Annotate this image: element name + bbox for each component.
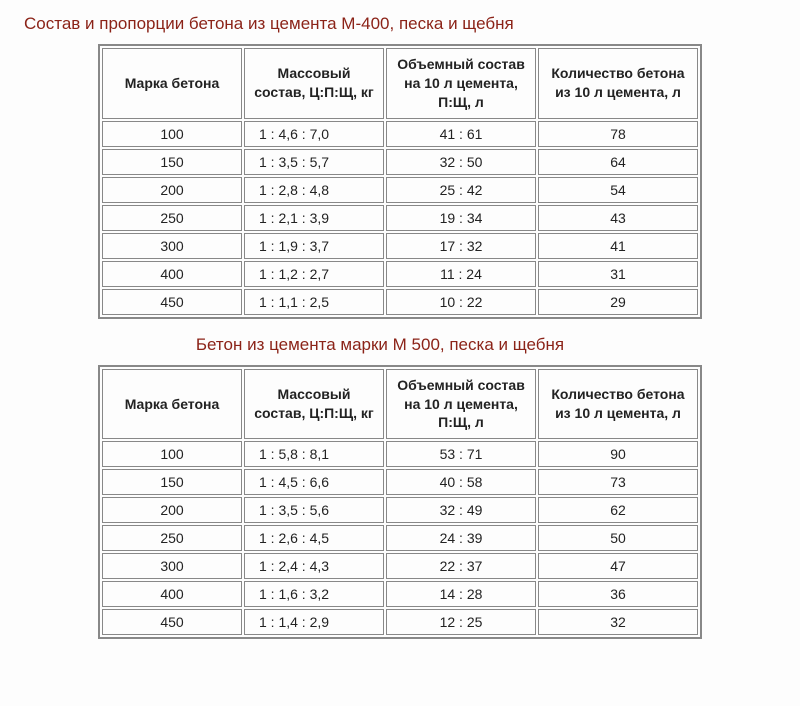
table-cell: 400	[102, 581, 242, 607]
table-header-row: Марка бетона Массовый состав, Ц:П:Щ, кг …	[102, 369, 698, 440]
table-cell: 100	[102, 441, 242, 467]
table-cell: 12 : 25	[386, 609, 536, 635]
table-cell: 78	[538, 121, 698, 147]
col-header-grade: Марка бетона	[102, 48, 242, 119]
table-row: 4001 : 1,2 : 2,711 : 2431	[102, 261, 698, 287]
table-cell: 24 : 39	[386, 525, 536, 551]
table-cell: 1 : 2,4 : 4,3	[244, 553, 384, 579]
table-cell: 1 : 4,6 : 7,0	[244, 121, 384, 147]
table-cell: 200	[102, 177, 242, 203]
table-cell: 43	[538, 205, 698, 231]
concrete-table-m500-body: 1001 : 5,8 : 8,153 : 71901501 : 4,5 : 6,…	[102, 441, 698, 635]
table-cell: 54	[538, 177, 698, 203]
table-cell: 1 : 3,5 : 5,7	[244, 149, 384, 175]
concrete-table-m500: Марка бетона Массовый состав, Ц:П:Щ, кг …	[98, 365, 702, 640]
table-row: 3001 : 2,4 : 4,322 : 3747	[102, 553, 698, 579]
table-cell: 11 : 24	[386, 261, 536, 287]
table-cell: 150	[102, 149, 242, 175]
table-header-row: Марка бетона Массовый состав, Ц:П:Щ, кг …	[102, 48, 698, 119]
table-cell: 250	[102, 205, 242, 231]
table-cell: 41 : 61	[386, 121, 536, 147]
table-cell: 100	[102, 121, 242, 147]
table-cell: 19 : 34	[386, 205, 536, 231]
table-row: 3001 : 1,9 : 3,717 : 3241	[102, 233, 698, 259]
table-cell: 31	[538, 261, 698, 287]
table-cell: 25 : 42	[386, 177, 536, 203]
table-row: 4501 : 1,4 : 2,912 : 2532	[102, 609, 698, 635]
concrete-table-m400-body: 1001 : 4,6 : 7,041 : 61781501 : 3,5 : 5,…	[102, 121, 698, 315]
table-row: 2001 : 3,5 : 5,632 : 4962	[102, 497, 698, 523]
table-cell: 400	[102, 261, 242, 287]
table-cell: 1 : 4,5 : 6,6	[244, 469, 384, 495]
table-row: 1501 : 3,5 : 5,732 : 5064	[102, 149, 698, 175]
table-cell: 200	[102, 497, 242, 523]
section-title-1: Состав и пропорции бетона из цемента М-4…	[24, 14, 776, 34]
table-cell: 40 : 58	[386, 469, 536, 495]
table-row: 4501 : 1,1 : 2,510 : 2229	[102, 289, 698, 315]
table-cell: 1 : 1,4 : 2,9	[244, 609, 384, 635]
table-cell: 17 : 32	[386, 233, 536, 259]
table-row: 2501 : 2,6 : 4,524 : 3950	[102, 525, 698, 551]
table-cell: 1 : 1,6 : 3,2	[244, 581, 384, 607]
col-header-mass: Массовый состав, Ц:П:Щ, кг	[244, 369, 384, 440]
table-cell: 10 : 22	[386, 289, 536, 315]
col-header-volume: Объемный состав на 10 л цемента, П:Щ, л	[386, 369, 536, 440]
table-cell: 53 : 71	[386, 441, 536, 467]
table-cell: 300	[102, 233, 242, 259]
table-row: 1501 : 4,5 : 6,640 : 5873	[102, 469, 698, 495]
table-cell: 62	[538, 497, 698, 523]
col-header-quantity: Количество бетона из 10 л цемента, л	[538, 369, 698, 440]
table-cell: 150	[102, 469, 242, 495]
table-cell: 36	[538, 581, 698, 607]
table-cell: 64	[538, 149, 698, 175]
table-cell: 1 : 2,6 : 4,5	[244, 525, 384, 551]
table-cell: 1 : 1,9 : 3,7	[244, 233, 384, 259]
table-cell: 22 : 37	[386, 553, 536, 579]
table-cell: 450	[102, 289, 242, 315]
table-cell: 300	[102, 553, 242, 579]
table-row: 2501 : 2,1 : 3,919 : 3443	[102, 205, 698, 231]
table-cell: 450	[102, 609, 242, 635]
table-cell: 41	[538, 233, 698, 259]
table-cell: 250	[102, 525, 242, 551]
concrete-table-m400: Марка бетона Массовый состав, Ц:П:Щ, кг …	[98, 44, 702, 319]
table-cell: 1 : 1,1 : 2,5	[244, 289, 384, 315]
table-cell: 32	[538, 609, 698, 635]
table-row: 1001 : 4,6 : 7,041 : 6178	[102, 121, 698, 147]
table-cell: 73	[538, 469, 698, 495]
table-cell: 90	[538, 441, 698, 467]
col-header-quantity: Количество бетона из 10 л цемента, л	[538, 48, 698, 119]
table-cell: 14 : 28	[386, 581, 536, 607]
table-cell: 1 : 2,1 : 3,9	[244, 205, 384, 231]
col-header-grade: Марка бетона	[102, 369, 242, 440]
table-cell: 1 : 3,5 : 5,6	[244, 497, 384, 523]
col-header-volume: Объемный состав на 10 л цемента, П:Щ, л	[386, 48, 536, 119]
table-row: 4001 : 1,6 : 3,214 : 2836	[102, 581, 698, 607]
table-cell: 1 : 1,2 : 2,7	[244, 261, 384, 287]
table-cell: 29	[538, 289, 698, 315]
table-row: 1001 : 5,8 : 8,153 : 7190	[102, 441, 698, 467]
table-cell: 50	[538, 525, 698, 551]
table-cell: 32 : 49	[386, 497, 536, 523]
col-header-mass: Массовый состав, Ц:П:Щ, кг	[244, 48, 384, 119]
table-cell: 1 : 2,8 : 4,8	[244, 177, 384, 203]
table-row: 2001 : 2,8 : 4,825 : 4254	[102, 177, 698, 203]
section-title-2: Бетон из цемента марки М 500, песка и ще…	[0, 335, 776, 355]
table-cell: 47	[538, 553, 698, 579]
table-cell: 1 : 5,8 : 8,1	[244, 441, 384, 467]
table-cell: 32 : 50	[386, 149, 536, 175]
